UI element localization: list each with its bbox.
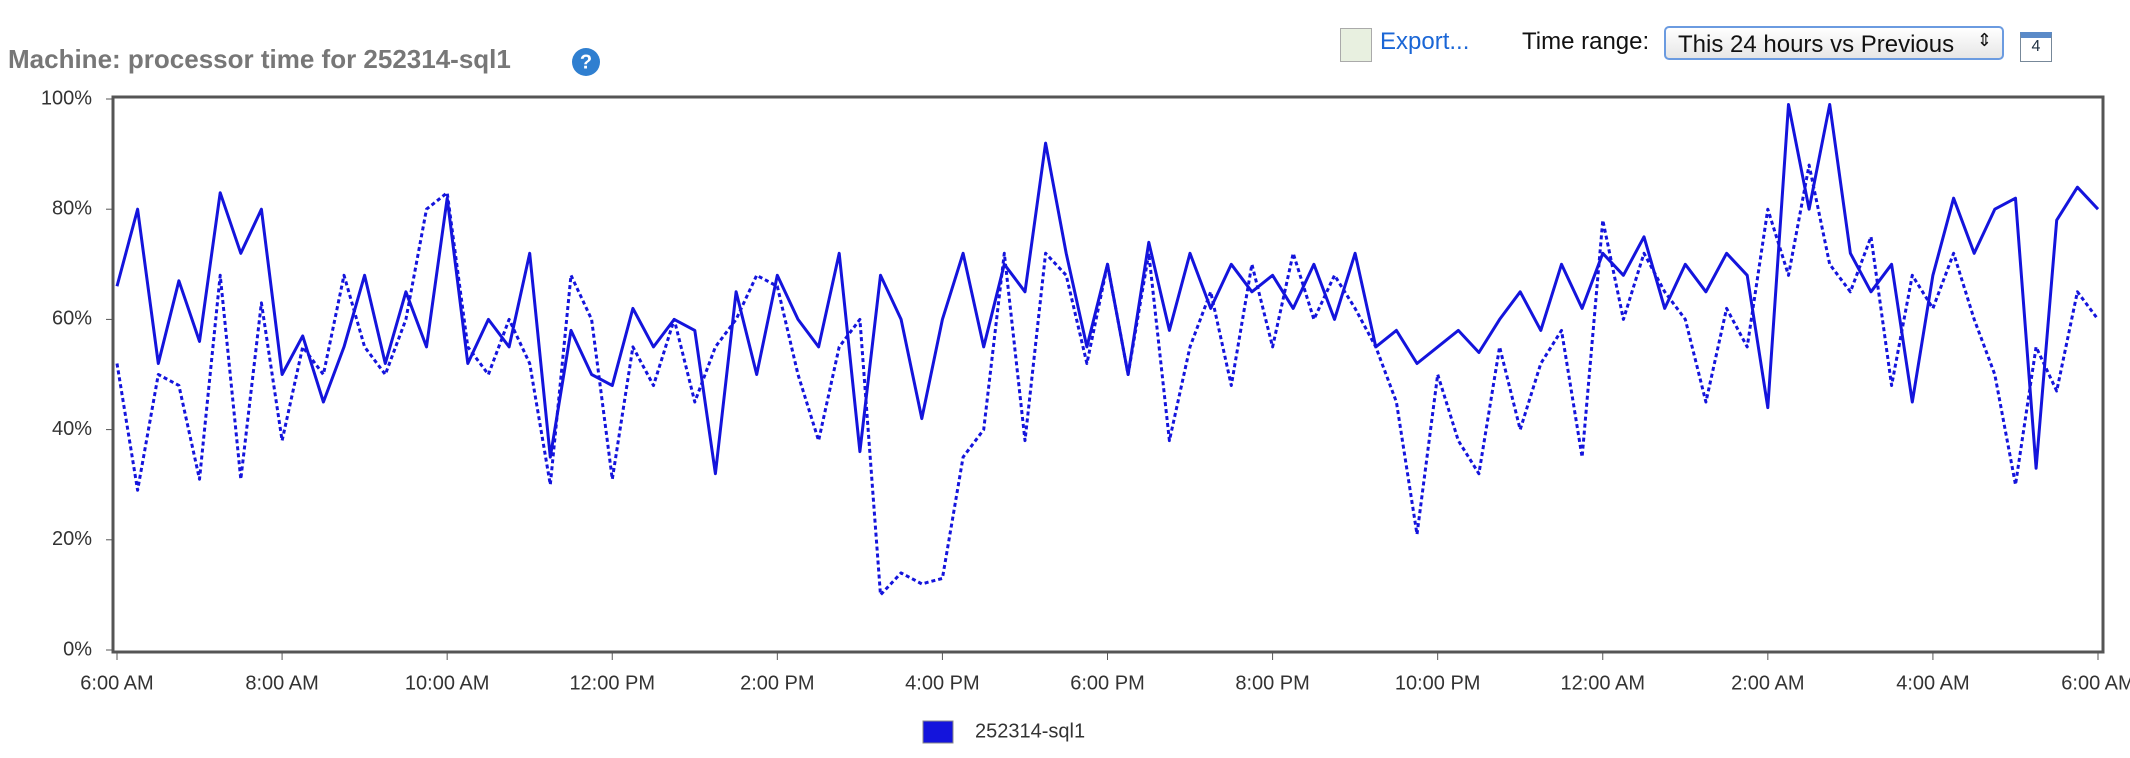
- chart-title: Machine: processor time for 252314-sql1: [8, 44, 511, 74]
- x-tick-label: 8:00 PM: [1235, 672, 1309, 694]
- legend-swatch: [922, 720, 954, 744]
- x-tick-label: 2:00 PM: [740, 672, 814, 694]
- y-tick-label: 80%: [52, 197, 92, 219]
- x-tick-label: 12:00 PM: [569, 672, 655, 694]
- y-tick-label: 0%: [63, 638, 92, 660]
- time-range-select[interactable]: This 24 hours vs Previous ⇕: [1664, 26, 2004, 60]
- y-tick-label: 20%: [52, 528, 92, 550]
- x-tick-label: 4:00 PM: [905, 672, 979, 694]
- x-tick-label: 12:00 AM: [1560, 672, 1645, 694]
- y-tick-label: 100%: [41, 87, 92, 109]
- x-tick-label: 8:00 AM: [245, 672, 318, 694]
- time-range-value: This 24 hours vs Previous: [1678, 31, 1955, 58]
- export-link[interactable]: Export...: [1380, 28, 1470, 55]
- y-tick-label: 40%: [52, 418, 92, 440]
- export-icon[interactable]: [1340, 28, 1372, 62]
- help-mark: ?: [580, 51, 592, 73]
- legend-label: 252314-sql1: [975, 720, 1085, 742]
- y-tick-label: 60%: [52, 308, 92, 330]
- calendar-button[interactable]: 4: [2020, 32, 2052, 62]
- x-tick-label: 2:00 AM: [1731, 672, 1804, 694]
- help-icon[interactable]: [572, 48, 600, 76]
- x-tick-label: 6:00 AM: [2061, 672, 2130, 694]
- time-range-label: Time range:: [1522, 28, 1650, 55]
- x-tick-label: 6:00 AM: [80, 672, 153, 694]
- x-tick-label: 10:00 AM: [405, 672, 490, 694]
- select-arrows: ⇕: [1976, 30, 1992, 50]
- series-line: [115, 163, 2100, 597]
- x-tick-label: 4:00 AM: [1896, 672, 1969, 694]
- x-tick-label: 10:00 PM: [1395, 672, 1481, 694]
- x-tick-label: 6:00 PM: [1070, 672, 1144, 694]
